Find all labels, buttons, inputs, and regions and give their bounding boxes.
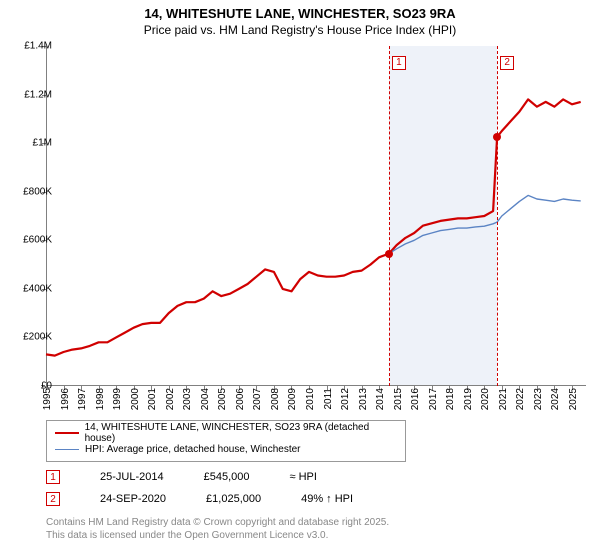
footer-line: This data is licensed under the Open Gov… bbox=[46, 529, 389, 542]
y-tick-label: £600K bbox=[23, 235, 52, 246]
y-tick-label: £1.2M bbox=[24, 89, 52, 100]
x-tick-label: 2009 bbox=[287, 388, 298, 410]
x-tick-label: 2017 bbox=[428, 388, 439, 410]
x-tick-label: 2024 bbox=[550, 388, 561, 410]
series-hpi bbox=[389, 195, 581, 253]
x-tick-label: 2005 bbox=[217, 388, 228, 410]
event-row: 2 24-SEP-2020 £1,025,000 49% ↑ HPI bbox=[46, 488, 353, 510]
x-tick-label: 2021 bbox=[498, 388, 509, 410]
x-tick-label: 2002 bbox=[165, 388, 176, 410]
x-tick-label: 2010 bbox=[305, 388, 316, 410]
x-tick-label: 2019 bbox=[463, 388, 474, 410]
footer-attribution: Contains HM Land Registry data © Crown c… bbox=[46, 516, 389, 542]
y-tick-label: £200K bbox=[23, 332, 52, 343]
x-tick-label: 2025 bbox=[568, 388, 579, 410]
footer-line: Contains HM Land Registry data © Crown c… bbox=[46, 516, 389, 529]
legend-swatch bbox=[55, 449, 79, 450]
legend-item: 14, WHITESHUTE LANE, WINCHESTER, SO23 9R… bbox=[55, 425, 397, 441]
x-tick-label: 2006 bbox=[235, 388, 246, 410]
event-price: £545,000 bbox=[204, 471, 250, 483]
event-date: 25-JUL-2014 bbox=[100, 471, 164, 483]
x-tick-label: 2011 bbox=[323, 388, 334, 410]
chart-title-1: 14, WHITESHUTE LANE, WINCHESTER, SO23 9R… bbox=[0, 6, 600, 21]
x-tick-label: 2004 bbox=[200, 388, 211, 410]
legend-swatch bbox=[55, 432, 79, 434]
event-marker-box: 1 bbox=[46, 470, 60, 484]
events-table: 1 25-JUL-2014 £545,000 ≈ HPI 2 24-SEP-20… bbox=[46, 466, 353, 510]
legend-label: 14, WHITESHUTE LANE, WINCHESTER, SO23 9R… bbox=[85, 422, 397, 444]
event-dot bbox=[493, 133, 501, 141]
chart-container: 14, WHITESHUTE LANE, WINCHESTER, SO23 9R… bbox=[0, 0, 600, 560]
x-tick-label: 1997 bbox=[77, 388, 88, 410]
y-tick-label: £1M bbox=[33, 138, 52, 149]
x-tick-label: 1996 bbox=[60, 388, 71, 410]
y-tick-label: £400K bbox=[23, 283, 52, 294]
legend: 14, WHITESHUTE LANE, WINCHESTER, SO23 9R… bbox=[46, 420, 406, 462]
x-tick-label: 1999 bbox=[112, 388, 123, 410]
y-tick-label: £1.4M bbox=[24, 41, 52, 52]
event-delta: 49% ↑ HPI bbox=[301, 493, 353, 505]
vline-marker-box: 1 bbox=[392, 56, 406, 70]
x-tick-label: 2016 bbox=[410, 388, 421, 410]
x-tick-label: 2003 bbox=[182, 388, 193, 410]
x-tick-label: 1995 bbox=[42, 388, 53, 410]
y-tick-label: £800K bbox=[23, 186, 52, 197]
x-tick-label: 2013 bbox=[358, 388, 369, 410]
event-row: 1 25-JUL-2014 £545,000 ≈ HPI bbox=[46, 466, 353, 488]
event-price: £1,025,000 bbox=[206, 493, 261, 505]
event-date: 24-SEP-2020 bbox=[100, 493, 166, 505]
x-tick-label: 2015 bbox=[393, 388, 404, 410]
x-tick-label: 2007 bbox=[252, 388, 263, 410]
x-tick-label: 2023 bbox=[533, 388, 544, 410]
event-dot bbox=[385, 250, 393, 258]
chart-title-2: Price paid vs. HM Land Registry's House … bbox=[0, 23, 600, 37]
x-tick-label: 2012 bbox=[340, 388, 351, 410]
legend-label: HPI: Average price, detached house, Winc… bbox=[85, 444, 301, 455]
event-delta: ≈ HPI bbox=[289, 471, 316, 483]
event-marker-box: 2 bbox=[46, 492, 60, 506]
x-tick-label: 1998 bbox=[95, 388, 106, 410]
x-tick-label: 2000 bbox=[130, 388, 141, 410]
titles: 14, WHITESHUTE LANE, WINCHESTER, SO23 9R… bbox=[0, 0, 600, 37]
x-tick-label: 2014 bbox=[375, 388, 386, 410]
x-tick-label: 2020 bbox=[480, 388, 491, 410]
vline-marker-box: 2 bbox=[500, 56, 514, 70]
x-tick-label: 2022 bbox=[515, 388, 526, 410]
x-tick-label: 2018 bbox=[445, 388, 456, 410]
plot-svg bbox=[46, 46, 586, 386]
x-tick-label: 2008 bbox=[270, 388, 281, 410]
x-tick-label: 2001 bbox=[147, 388, 158, 410]
